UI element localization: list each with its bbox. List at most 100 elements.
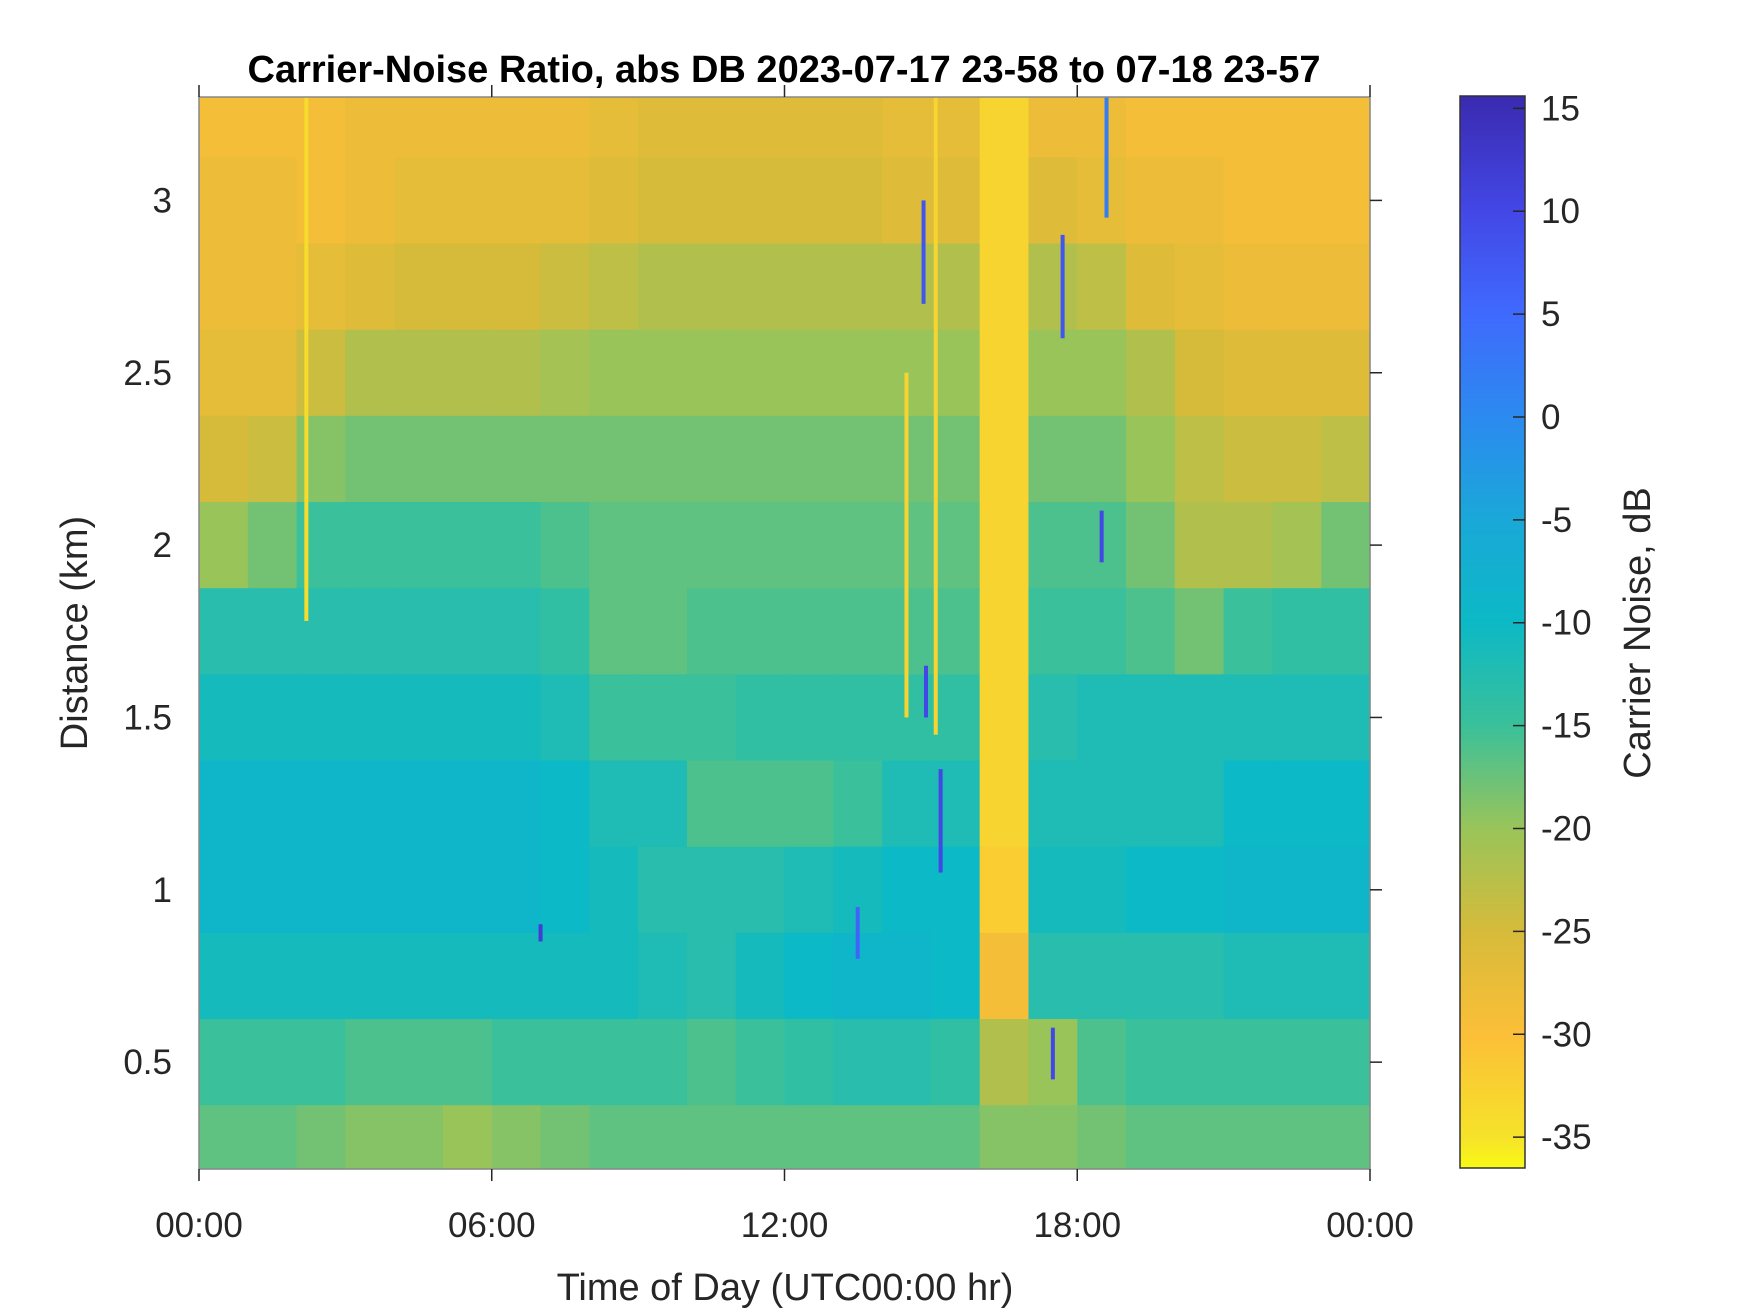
heatmap-cell	[1223, 415, 1274, 503]
heatmap-cell	[1077, 588, 1127, 675]
heatmap-cell	[638, 415, 688, 503]
heatmap-cell	[638, 243, 688, 331]
heatmap-cell	[1077, 674, 1127, 762]
heatmap-streak	[923, 665, 928, 718]
heatmap-cell	[491, 588, 542, 675]
y-tick-label: 1.5	[123, 698, 172, 737]
heatmap-cell	[1077, 243, 1127, 331]
heatmap-cell	[296, 502, 346, 589]
heatmap-cell	[686, 1019, 737, 1106]
heatmap-cell	[589, 157, 639, 245]
heatmap-cell	[686, 1105, 737, 1170]
heatmap-cell	[199, 588, 249, 675]
heatmap-streak	[921, 200, 926, 304]
heatmap-cell	[589, 415, 639, 503]
heatmap-cell	[394, 243, 444, 331]
heatmap-cell	[638, 760, 688, 848]
heatmap-cell	[1223, 932, 1274, 1020]
heatmap-cell	[1174, 502, 1225, 589]
x-tick-label: 06:00	[448, 1206, 536, 1245]
heatmap-cell	[1077, 932, 1127, 1020]
heatmap-cell	[296, 846, 346, 934]
heatmap-streaks	[304, 97, 1109, 1080]
colorbar-tick-label: -10	[1541, 604, 1592, 643]
heatmap-cell	[540, 588, 590, 675]
x-tick-label: 00:00	[1326, 1206, 1414, 1245]
heatmap-cell	[345, 243, 395, 331]
heatmap-cell	[540, 157, 590, 245]
heatmap-cell	[784, 97, 834, 158]
heatmap-cell	[735, 243, 786, 331]
heatmap-cell	[1321, 760, 1371, 848]
heatmap-cell	[784, 243, 834, 331]
heatmap-cell	[345, 932, 395, 1020]
heatmap-cell	[833, 502, 883, 589]
heatmap-cell	[1272, 97, 1322, 158]
heatmap-cell	[394, 588, 444, 675]
heatmap-cell	[784, 1019, 834, 1106]
heatmap-cell	[1223, 97, 1274, 158]
heatmap-streak	[1104, 97, 1109, 218]
heatmap-cell	[979, 674, 1030, 762]
heatmap-cell	[833, 243, 883, 331]
heatmap-cell	[638, 588, 688, 675]
heatmap-cell	[882, 760, 932, 848]
heatmap-cell	[442, 1105, 493, 1170]
heatmap-cell	[345, 674, 395, 762]
heatmap-cell	[735, 97, 786, 158]
heatmap-cell	[930, 329, 981, 417]
heatmap-cell	[1077, 157, 1127, 245]
heatmap-cell	[1321, 502, 1371, 589]
heatmap-cell	[247, 97, 298, 158]
heatmap-cell	[1174, 932, 1225, 1020]
heatmap-streak	[904, 372, 909, 718]
heatmap-cell	[1126, 415, 1176, 503]
heatmap-cell	[296, 1019, 346, 1106]
heatmap-cell	[296, 588, 346, 675]
heatmap-cell	[686, 243, 737, 331]
heatmap-cell	[686, 97, 737, 158]
heatmap-cell	[686, 157, 737, 245]
heatmap-streak	[1050, 1027, 1055, 1080]
heatmap-cell	[1077, 415, 1127, 503]
heatmap-cell	[1077, 97, 1127, 158]
y-tick-label: 2.5	[123, 354, 172, 393]
heatmap-cell	[491, 932, 542, 1020]
heatmap-cell	[833, 760, 883, 848]
heatmap-cell	[1126, 329, 1176, 417]
heatmap-cell	[1272, 157, 1322, 245]
heatmap-cell	[540, 674, 590, 762]
heatmap-cell	[638, 1019, 688, 1106]
heatmap-cell	[1126, 97, 1176, 158]
heatmap-cell	[1174, 588, 1225, 675]
heatmap-cell	[1272, 1019, 1322, 1106]
heatmap-cell	[394, 846, 444, 934]
heatmap-cell	[686, 674, 737, 762]
heatmap-cell	[1223, 502, 1274, 589]
heatmap-cell	[247, 415, 298, 503]
heatmap-cell	[1174, 1019, 1225, 1106]
heatmap-cell	[442, 932, 493, 1020]
heatmap-cell	[1223, 674, 1274, 762]
heatmap-cell	[296, 97, 346, 158]
heatmap-cell	[1028, 502, 1078, 589]
heatmap-cell	[1126, 157, 1176, 245]
heatmap-cell	[882, 97, 932, 158]
heatmap-cell	[784, 502, 834, 589]
heatmap-cell	[540, 932, 590, 1020]
heatmap-cell	[1174, 760, 1225, 848]
heatmap-cell	[979, 760, 1030, 848]
heatmap-streak	[933, 97, 938, 735]
heatmap-cell	[199, 846, 249, 934]
heatmap-cell	[979, 157, 1030, 245]
heatmap-cell	[247, 588, 298, 675]
heatmap-cell	[686, 502, 737, 589]
heatmap-cell	[638, 157, 688, 245]
heatmap-cell	[345, 760, 395, 848]
heatmap-cell	[686, 932, 737, 1020]
heatmap-cell	[1126, 760, 1176, 848]
heatmap-cell	[589, 1019, 639, 1106]
heatmap-cell	[442, 674, 493, 762]
heatmap-cell	[1223, 157, 1274, 245]
heatmap-cell	[735, 1105, 786, 1170]
